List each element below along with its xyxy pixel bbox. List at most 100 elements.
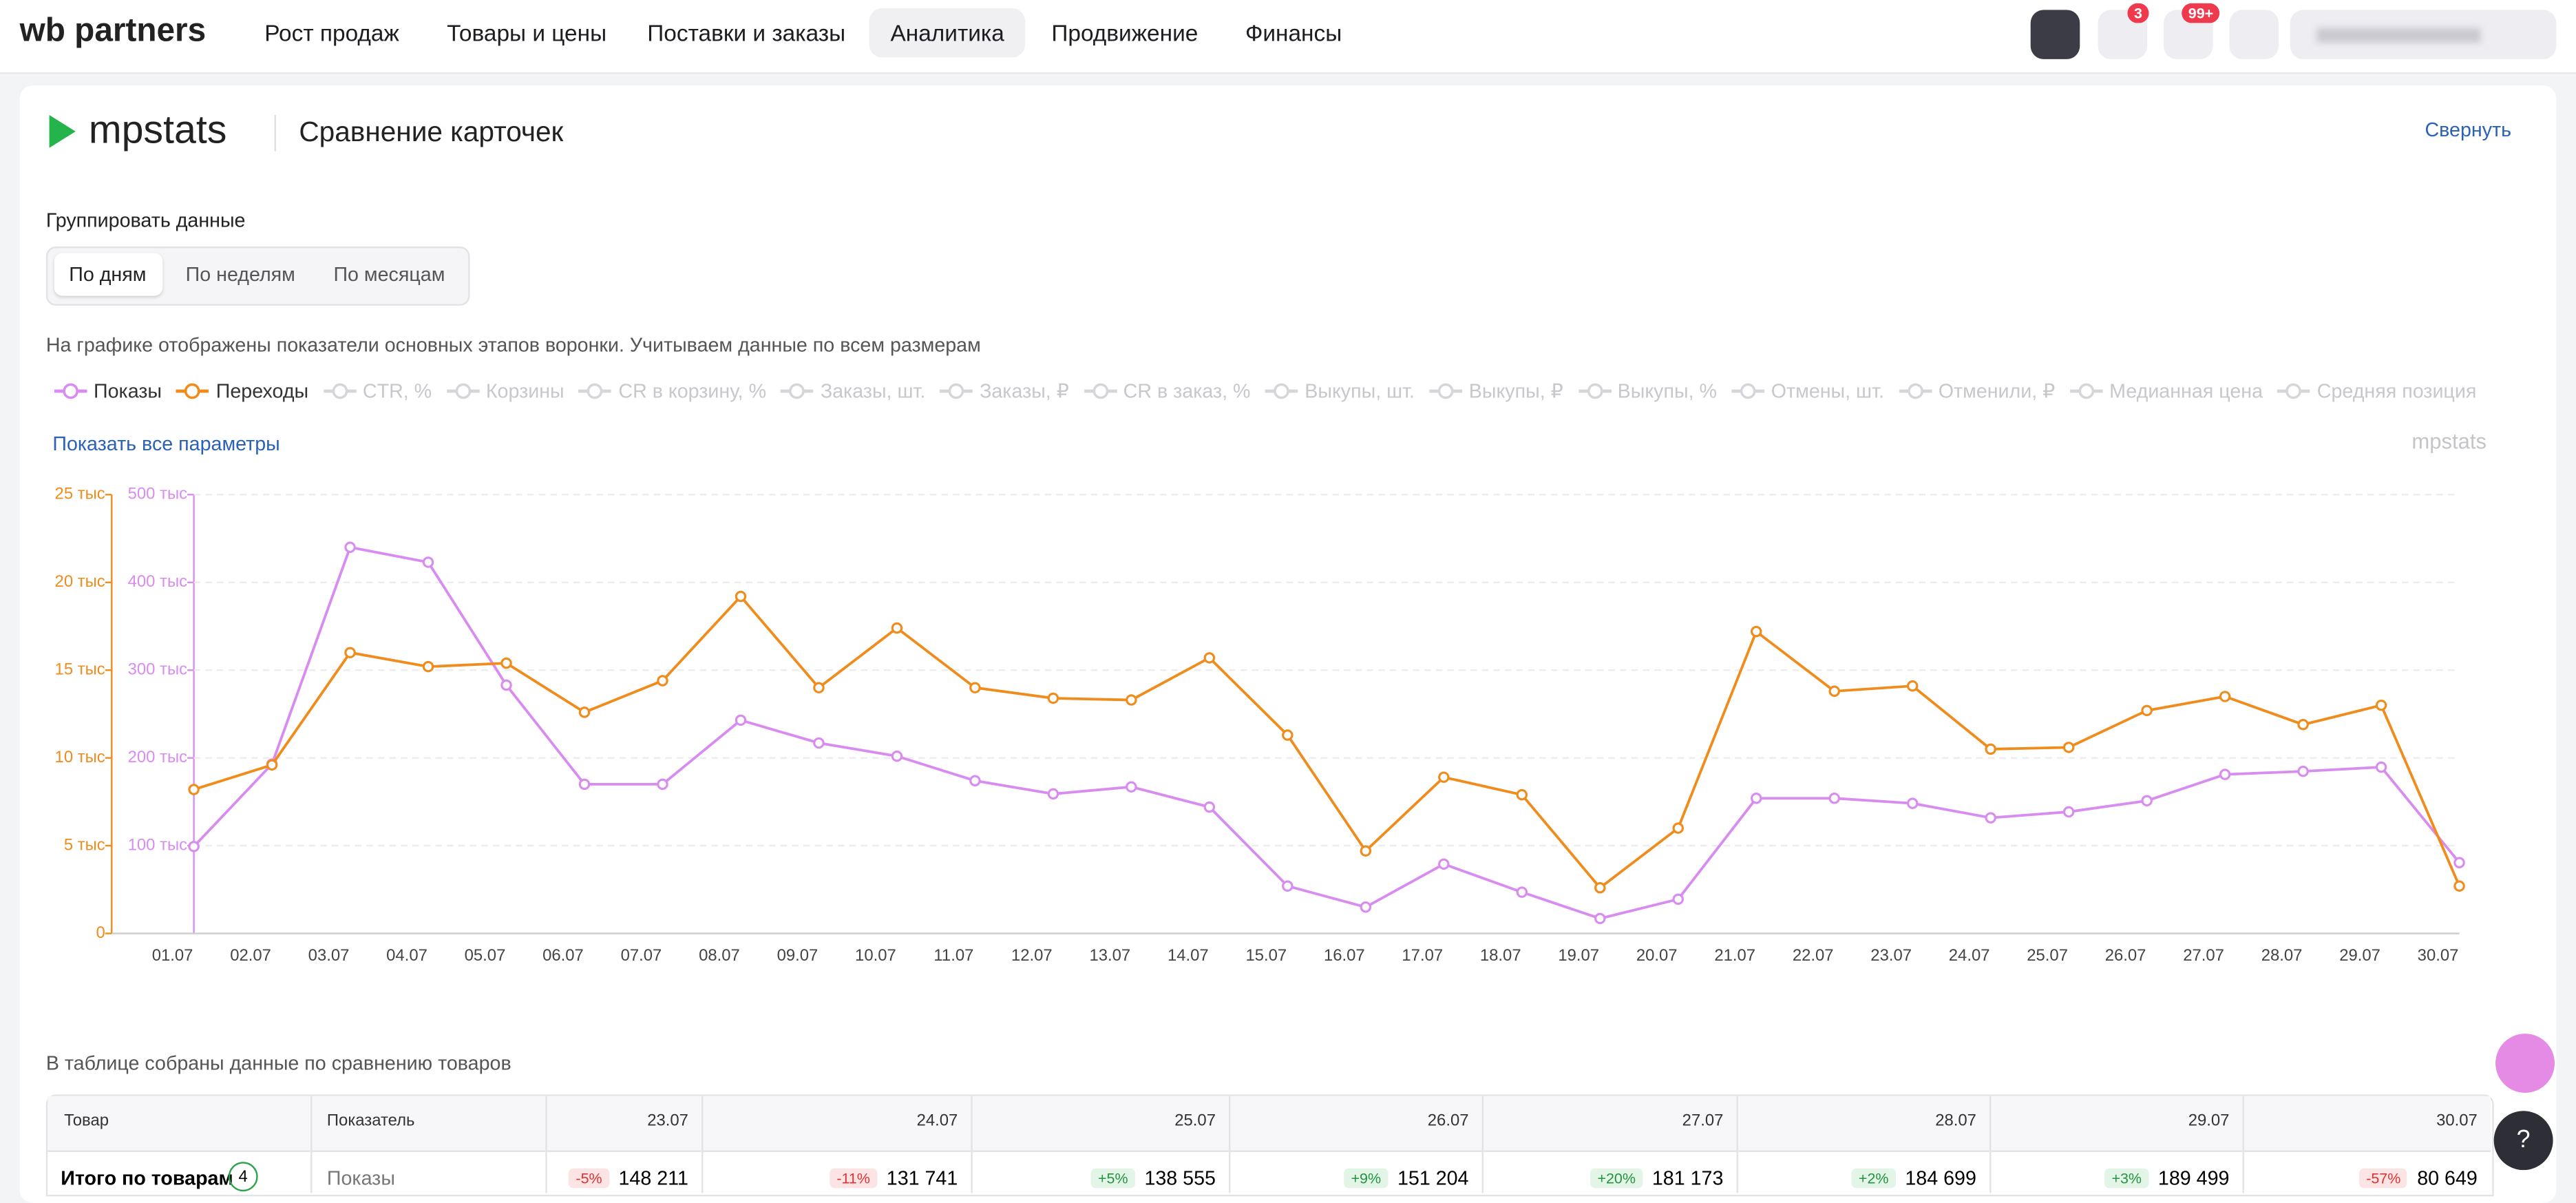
legend-symbol: [1899, 383, 1932, 399]
data-point: [1750, 625, 1762, 638]
x-tick-label: 10.07: [855, 946, 896, 965]
data-point: [2297, 765, 2309, 777]
value: 131 741: [886, 1167, 958, 1190]
account-menu[interactable]: [2290, 10, 2557, 59]
group-option[interactable]: По неделям: [185, 262, 295, 286]
data-point: [1672, 822, 1684, 834]
column-divider: [2242, 1096, 2244, 1193]
logo[interactable]: wb partners: [19, 13, 207, 50]
legend-label: Заказы, ₽: [980, 379, 1069, 403]
legend: Показы Переходы CTR, % Корзины CR в корзину,…: [54, 379, 2477, 403]
data-point: [969, 682, 981, 693]
x-tick-label: 13.07: [1089, 946, 1130, 965]
data-point: [1594, 912, 1606, 925]
nav-item[interactable]: Финансы: [1245, 19, 1342, 46]
data-point: [1828, 685, 1840, 698]
x-tick-label: 05.07: [465, 946, 506, 965]
y-tick-label: 25 тыс: [55, 485, 105, 503]
data-point: [813, 737, 825, 749]
change-badge: +20%: [1590, 1168, 1643, 1189]
data-point: [1750, 793, 1762, 804]
x-tick-label: 30.07: [2418, 946, 2459, 965]
data-point: [344, 541, 356, 554]
legend-symbol: [1731, 383, 1765, 399]
group-option[interactable]: По дням: [69, 262, 147, 286]
legend-label: Корзины: [485, 379, 564, 403]
data-point: [657, 675, 668, 687]
value: 184 699: [1905, 1167, 1976, 1190]
brand-icon: [49, 115, 76, 148]
data-point: [1047, 692, 1059, 704]
show-all-link[interactable]: Показать все параметры: [52, 432, 280, 456]
product-cell: Итого по товарам: [61, 1167, 233, 1190]
data-point: [2453, 857, 2465, 868]
value-cell: +3% 189 499: [1989, 1167, 2229, 1190]
data-point: [2297, 718, 2309, 731]
column-divider: [1989, 1096, 1992, 1193]
legend-item: CTR, %: [323, 379, 432, 403]
value: 148 211: [618, 1167, 688, 1190]
data-point: [1828, 793, 1840, 804]
legend-item: Переходы: [176, 379, 309, 403]
x-tick-label: 24.07: [1949, 946, 1990, 965]
nav-item[interactable]: Рост продаж: [264, 19, 399, 46]
x-tick-label: 17.07: [1402, 946, 1443, 965]
data-point: [422, 556, 434, 568]
data-point: [1282, 880, 1294, 892]
legend-label: Переходы: [215, 379, 309, 403]
data-point: [2062, 806, 2075, 818]
x-tick-label: 01.07: [152, 946, 193, 965]
x-tick-label: 28.07: [2261, 946, 2303, 965]
value-cell: +5% 138 555: [971, 1167, 1216, 1190]
nav-item[interactable]: Товары и цены: [447, 19, 607, 46]
data-point: [2375, 699, 2387, 711]
legend-symbol: [323, 383, 357, 399]
brand: mpstats: [88, 108, 227, 153]
y2-tick-label: 100 тыс: [128, 835, 188, 854]
x-tick-label: 23.07: [1870, 946, 1912, 965]
collapse-link[interactable]: Свернуть: [2425, 118, 2512, 142]
legend-item: Выкупы, %: [1578, 379, 1717, 403]
column-header: Показатель: [326, 1112, 415, 1131]
bot-button[interactable]: [2495, 1034, 2555, 1094]
data-point: [735, 714, 747, 726]
y-tick-label: 5 тыс: [64, 835, 105, 854]
legend-label: Средняя позиция: [2316, 379, 2477, 403]
x-tick-label: 12.07: [1011, 946, 1053, 965]
x-tick-label: 22.07: [1793, 946, 1834, 965]
legend-item: CR в корзину, %: [579, 379, 766, 403]
data-point: [1516, 886, 1528, 898]
column-divider: [1481, 1096, 1484, 1193]
change-badge: +9%: [1344, 1168, 1388, 1189]
data-point: [2141, 795, 2153, 807]
search-button[interactable]: [2030, 10, 2080, 59]
y2-tick-label: 400 тыс: [128, 572, 188, 591]
count-badge: 4: [228, 1162, 258, 1192]
column-divider: [1229, 1096, 1231, 1193]
value: 151 204: [1397, 1167, 1469, 1190]
x-tick-label: 19.07: [1558, 946, 1599, 965]
y-tick-label: 10 тыс: [55, 748, 105, 766]
legend-symbol: [54, 383, 87, 399]
group-option[interactable]: По месяцам: [333, 262, 445, 286]
legend-label: Отменили, ₽: [1938, 379, 2056, 403]
change-badge: +5%: [1091, 1168, 1135, 1189]
nav-item[interactable]: Поставки и заказы: [647, 19, 846, 46]
legend-item: Выкупы, ₽: [1429, 379, 1563, 403]
column-header: 25.07: [1174, 1112, 1216, 1131]
support-button[interactable]: [2229, 10, 2279, 59]
legend-item: Заказы, ₽: [940, 379, 1069, 403]
data-point: [1672, 893, 1684, 906]
legend-symbol: [2277, 383, 2311, 399]
data-point: [578, 707, 591, 718]
data-point: [2219, 691, 2231, 702]
nav-item[interactable]: Аналитика: [890, 19, 1004, 46]
nav-active-bg: [869, 8, 1026, 58]
data-point: [578, 778, 591, 791]
data-point: [891, 750, 903, 762]
help-button[interactable]: ?: [2493, 1111, 2553, 1171]
legend-symbol: [2069, 383, 2103, 399]
nav-item[interactable]: Продвижение: [1051, 19, 1199, 46]
column-header: 29.07: [2188, 1112, 2230, 1131]
